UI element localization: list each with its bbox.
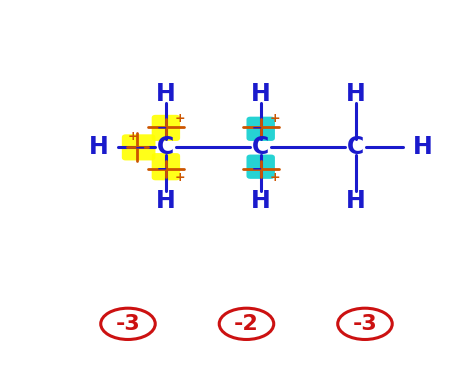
- Text: H: H: [346, 82, 365, 106]
- Text: +: +: [175, 112, 185, 125]
- FancyBboxPatch shape: [152, 115, 180, 141]
- Text: −: −: [252, 162, 262, 175]
- Text: −: −: [157, 162, 167, 175]
- Text: H: H: [89, 135, 109, 159]
- Text: H: H: [346, 188, 365, 213]
- Text: C: C: [157, 135, 174, 159]
- Text: H: H: [251, 188, 271, 213]
- Text: +: +: [128, 130, 138, 143]
- Text: +: +: [270, 171, 280, 184]
- FancyBboxPatch shape: [152, 153, 180, 180]
- Text: −: −: [135, 141, 145, 155]
- Text: H: H: [251, 82, 271, 106]
- Text: -3: -3: [116, 314, 140, 334]
- Text: −: −: [252, 121, 262, 135]
- Text: C: C: [252, 135, 269, 159]
- FancyBboxPatch shape: [246, 117, 275, 141]
- Text: H: H: [156, 188, 176, 213]
- Text: −: −: [157, 121, 167, 135]
- FancyBboxPatch shape: [246, 155, 275, 179]
- Text: +: +: [270, 112, 280, 125]
- Text: H: H: [412, 135, 432, 159]
- Text: -2: -2: [234, 314, 259, 334]
- Text: H: H: [156, 82, 176, 106]
- Text: +: +: [175, 171, 185, 184]
- Text: C: C: [347, 135, 364, 159]
- FancyBboxPatch shape: [122, 134, 155, 160]
- Text: -3: -3: [353, 314, 377, 334]
